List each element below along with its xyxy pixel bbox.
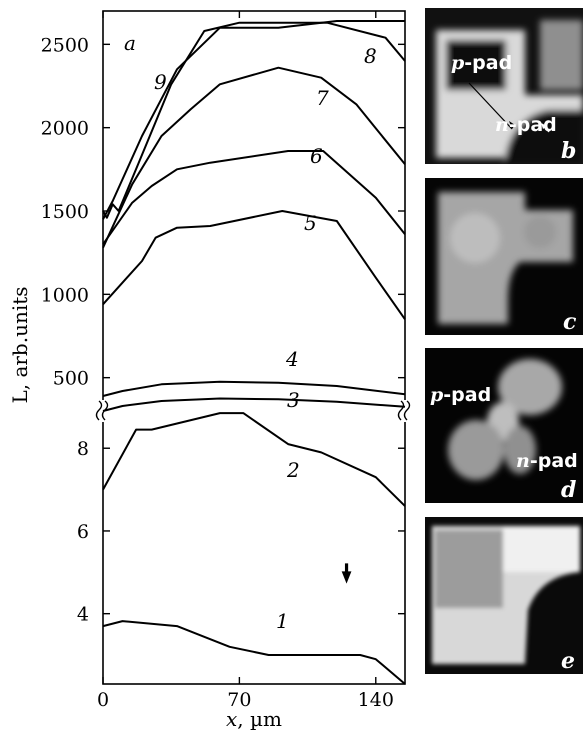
axis-break-left-mark-1: [95, 400, 103, 421]
curve-label-5: 5: [304, 211, 317, 235]
y-axis-title: L, arb.units: [8, 286, 32, 403]
image-b-n-arrowhead: [541, 123, 547, 129]
image-b-p-pad-label: p-pad: [451, 52, 512, 74]
panel-label-a: a: [124, 31, 136, 55]
x-axis: 0 70 140: [97, 11, 394, 711]
image-d-n-pad-label: n-pad: [516, 450, 578, 472]
x-axis-title: x, µm: [226, 707, 282, 731]
lower-y-axis: 4 6 8: [77, 438, 405, 626]
curve-label-8: 8: [364, 44, 377, 68]
curve-label-1: 1: [276, 609, 289, 633]
image-d-p-pad-label: p-pad: [430, 384, 491, 406]
curve-labels: 1 2 3 4 5 6 7 8 9: [154, 44, 377, 633]
y-tick-label-upper-2: 1500: [41, 201, 89, 223]
curve-label-9: 9: [154, 70, 167, 94]
image-panel-d: p-pad n-pad d: [425, 348, 583, 503]
y-tick-label-upper-1: 1000: [41, 284, 89, 306]
upper-y-axis: 500 1000 1500 2000 2500: [41, 34, 405, 390]
luminance-chart: 500 1000 1500 2000 2500 4 6 8 0 70 140 1 2 3 4 5 6 7 8 9…: [8, 10, 412, 731]
x-axis-unit: , µm: [237, 707, 282, 731]
curve-7: [102, 66, 406, 249]
curve-label-6: 6: [310, 144, 323, 168]
curve-6: [102, 150, 406, 245]
axis-break-right-mark-1: [397, 400, 405, 421]
image-c-letter: c: [563, 309, 577, 335]
curve-9: [102, 21, 406, 219]
curve-1: [102, 620, 406, 685]
plot-frame: [102, 10, 406, 685]
image-c-emission: [438, 192, 573, 324]
curve-label-2: 2: [286, 458, 300, 482]
y-tick-label-upper-0: 500: [53, 368, 89, 390]
image-panel-e: e: [425, 517, 583, 674]
curve-5: [102, 210, 406, 320]
x-tick-label-2: 140: [358, 689, 394, 711]
curve-label-3: 3: [287, 388, 300, 412]
image-panel-c: c: [425, 178, 583, 335]
axis-break-mask-right: [398, 400, 412, 422]
curve-3: [102, 397, 406, 412]
y-tick-label-lower-2: 8: [77, 438, 89, 460]
image-e-letter: e: [561, 648, 575, 674]
image-e-emission: [432, 526, 580, 664]
y-tick-label-upper-3: 2000: [41, 118, 89, 140]
x-axis-var: x: [226, 707, 237, 731]
image-b-n-pad-label: n-pad: [495, 114, 557, 136]
image-b-pointer-arrowhead: [509, 121, 515, 129]
axis-break-right-mark-2: [403, 400, 411, 421]
y-tick-label-upper-4: 2500: [41, 34, 89, 56]
image-d-emission: [448, 359, 562, 480]
image-panel-b: p-pad n-pad b: [425, 8, 583, 164]
curve-4: [102, 380, 406, 397]
x-tick-label-0: 0: [97, 689, 109, 711]
curves: [102, 20, 406, 685]
curve-2: [102, 412, 406, 507]
position-arrow: [341, 563, 352, 584]
curve-label-4: 4: [285, 347, 299, 371]
x-tick-label-1: 70: [227, 689, 251, 711]
curve-label-7: 7: [316, 86, 329, 110]
y-tick-label-lower-1: 6: [77, 521, 89, 543]
image-d-letter: d: [561, 477, 576, 503]
y-tick-label-lower-0: 4: [77, 604, 89, 626]
image-b-pointer-line: [468, 82, 513, 130]
image-b-letter: b: [561, 138, 576, 164]
